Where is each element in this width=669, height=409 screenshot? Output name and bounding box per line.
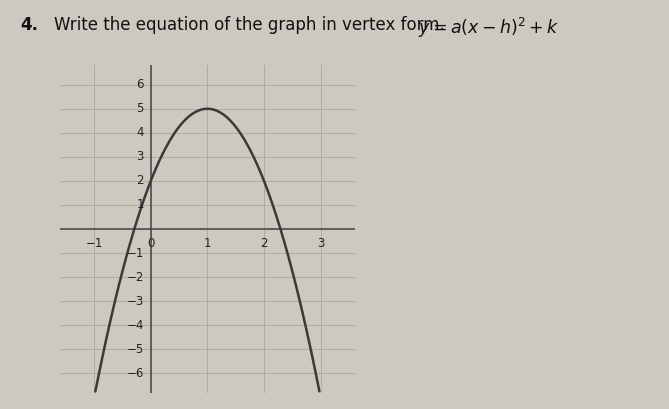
Text: Write the equation of the graph in vertex form.: Write the equation of the graph in verte… — [54, 16, 444, 34]
Text: −3: −3 — [126, 295, 144, 308]
Text: 3: 3 — [136, 151, 144, 163]
Text: 0: 0 — [147, 238, 155, 250]
Text: −6: −6 — [126, 367, 144, 380]
Text: 2: 2 — [260, 238, 268, 250]
Text: 1: 1 — [203, 238, 211, 250]
Text: 3: 3 — [317, 238, 324, 250]
Text: 1: 1 — [136, 198, 144, 211]
Text: $y = a(x - h)^2 + k$: $y = a(x - h)^2 + k$ — [418, 16, 559, 40]
Text: 4.: 4. — [20, 16, 38, 34]
Text: −1: −1 — [126, 247, 144, 260]
Text: 2: 2 — [136, 174, 144, 187]
Text: −2: −2 — [126, 271, 144, 284]
Text: 4: 4 — [136, 126, 144, 139]
Text: −1: −1 — [86, 238, 103, 250]
Text: 5: 5 — [136, 102, 144, 115]
Text: −5: −5 — [126, 343, 144, 356]
Text: 6: 6 — [136, 78, 144, 91]
Text: −4: −4 — [126, 319, 144, 332]
